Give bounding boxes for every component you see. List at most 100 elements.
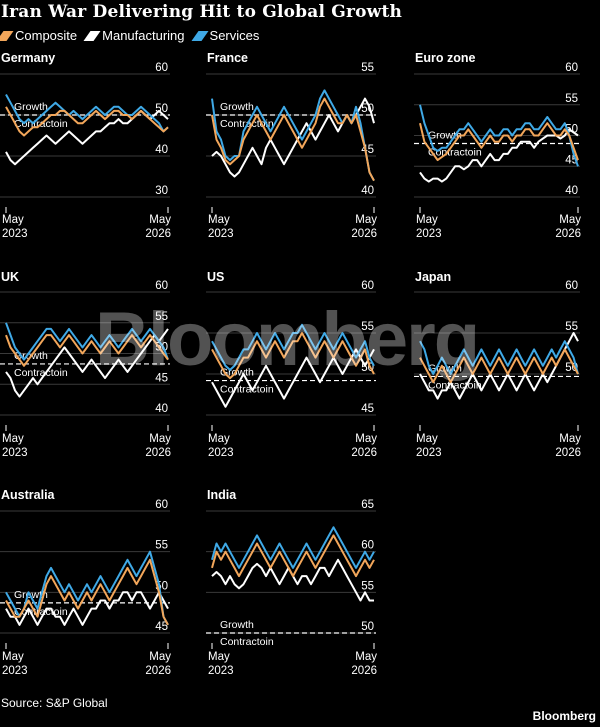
x-tick-label-start-month: May — [208, 433, 230, 445]
panel-us: US45505560GrowthContractoinMay2023May202… — [206, 270, 377, 459]
y-tick-label: 30 — [155, 185, 168, 197]
series-line-composite — [211, 97, 375, 182]
x-tick-label-end-month: May — [149, 433, 171, 445]
series-line-manufacturing — [5, 591, 169, 626]
x-tick-label-end-year: 2026 — [351, 447, 377, 459]
series-line-services — [5, 94, 169, 133]
x-tick-label-start-month: May — [416, 433, 438, 445]
x-tick-label-end-month: May — [355, 651, 377, 663]
x-tick-label-end-year: 2026 — [145, 228, 171, 240]
x-tick-label-start-year: 2023 — [2, 228, 28, 240]
series-line-manufacturing — [419, 332, 579, 400]
series-line-services — [211, 526, 375, 569]
x-tick-label-end-year: 2026 — [145, 665, 171, 677]
y-tick-label: 60 — [565, 280, 578, 292]
x-tick-label-start-month: May — [208, 651, 230, 663]
y-tick-label: 55 — [361, 321, 374, 333]
series-line-manufacturing — [419, 128, 579, 183]
growth-label: Growth — [428, 362, 462, 374]
source-note: Source: S&P Global — [1, 696, 108, 710]
y-tick-label: 40 — [565, 185, 578, 197]
y-tick-label: 45 — [155, 372, 168, 384]
series-line-services — [5, 322, 169, 361]
panel-france: France40455055GrowthContractoinMay2023Ma… — [206, 51, 377, 240]
series-line-manufacturing — [5, 328, 169, 398]
x-tick-label-start-month: May — [2, 651, 24, 663]
x-tick-label-end-month: May — [355, 214, 377, 226]
y-tick-label: 55 — [155, 540, 168, 552]
y-tick-label: 45 — [155, 621, 168, 633]
x-tick-label-start-year: 2023 — [416, 228, 442, 240]
panel-germany: Germany30405060GrowthContractoinMay2023M… — [0, 51, 171, 240]
x-tick-label-end-year: 2026 — [555, 447, 581, 459]
series-line-composite — [211, 332, 375, 380]
series-line-composite — [5, 558, 169, 626]
contraction-label: Contractoin — [428, 146, 482, 158]
panel-australia: Australia45505560GrowthContractoinMay202… — [0, 488, 171, 677]
contraction-label: Contractoin — [220, 636, 274, 648]
contraction-label: Contractoin — [220, 384, 274, 396]
panel-title-germany: Germany — [1, 51, 55, 65]
x-tick-label-start-month: May — [208, 214, 230, 226]
x-tick-label-end-month: May — [559, 214, 581, 226]
y-tick-label: 50 — [361, 621, 374, 633]
series-line-services — [211, 323, 375, 371]
x-tick-label-end-year: 2026 — [145, 447, 171, 459]
x-tick-label-start-month: May — [416, 214, 438, 226]
series-line-services — [419, 340, 579, 375]
x-tick-label-end-year: 2026 — [351, 228, 377, 240]
x-tick-label-start-month: May — [2, 214, 24, 226]
series-line-composite — [5, 106, 169, 137]
x-tick-label-end-month: May — [149, 214, 171, 226]
y-tick-label: 55 — [361, 62, 374, 74]
x-tick-label-start-month: May — [2, 433, 24, 445]
y-tick-label: 60 — [155, 280, 168, 292]
y-tick-label: 65 — [361, 499, 374, 511]
legend-label-services: Services — [209, 28, 260, 43]
panel-title-us: US — [207, 270, 224, 284]
panel-india: India 50 55 60 65 Growth Contractoin May 2023 May… — [206, 488, 377, 677]
x-tick-label-start-year: 2023 — [208, 228, 234, 240]
chart-title: Iran War Delivering Hit to Global Growth — [1, 2, 403, 22]
panel-title-india: India — [207, 488, 237, 502]
series-line-manufacturing — [211, 348, 375, 408]
y-tick-label: 60 — [361, 540, 374, 552]
y-tick-label: 55 — [565, 93, 578, 105]
legend-label-composite: Composite — [15, 28, 78, 43]
panel-title-japan: Japan — [415, 270, 451, 284]
brand-logo: Bloomberg — [532, 709, 596, 723]
panel-title-euro-zone: Euro zone — [415, 51, 475, 65]
x-tick-label-start-year: 2023 — [208, 447, 234, 459]
y-tick-label: 55 — [565, 321, 578, 333]
x-tick-label-start-year: 2023 — [416, 447, 442, 459]
x-tick-label-start-year: 2023 — [2, 665, 28, 677]
x-tick-label-start-year: 2023 — [208, 665, 234, 677]
legend-item-composite: Composite — [0, 28, 77, 43]
panel-title-australia: Australia — [1, 488, 56, 502]
y-tick-label: 55 — [155, 311, 168, 323]
growth-label: Growth — [220, 101, 254, 113]
legend-label-manufacturing: Manufacturing — [102, 28, 185, 43]
x-tick-label-start-year: 2023 — [2, 447, 28, 459]
y-tick-label: 60 — [155, 62, 168, 74]
contraction-label: Contractoin — [14, 367, 68, 379]
series-line-composite — [5, 334, 169, 367]
legend-item-manufacturing: Manufacturing — [83, 28, 185, 43]
y-tick-label: 60 — [565, 62, 578, 74]
growth-label: Growth — [220, 619, 254, 631]
panel-euro-zone: Euro zone4045505560GrowthContractoinMay2… — [414, 51, 581, 240]
legend: Composite Manufacturing Services — [0, 28, 259, 43]
series-line-composite — [419, 122, 579, 162]
legend-item-services: Services — [191, 28, 260, 43]
growth-label: Growth — [14, 101, 48, 113]
series-line-composite — [211, 534, 375, 578]
y-tick-label: 45 — [361, 403, 374, 415]
panel-title-uk: UK — [1, 270, 19, 284]
y-tick-label: 55 — [361, 580, 374, 592]
x-tick-label-end-month: May — [559, 433, 581, 445]
x-tick-label-end-year: 2026 — [555, 228, 581, 240]
y-tick-label: 40 — [155, 144, 168, 156]
series-line-services — [419, 104, 579, 167]
series-line-composite — [419, 348, 579, 384]
